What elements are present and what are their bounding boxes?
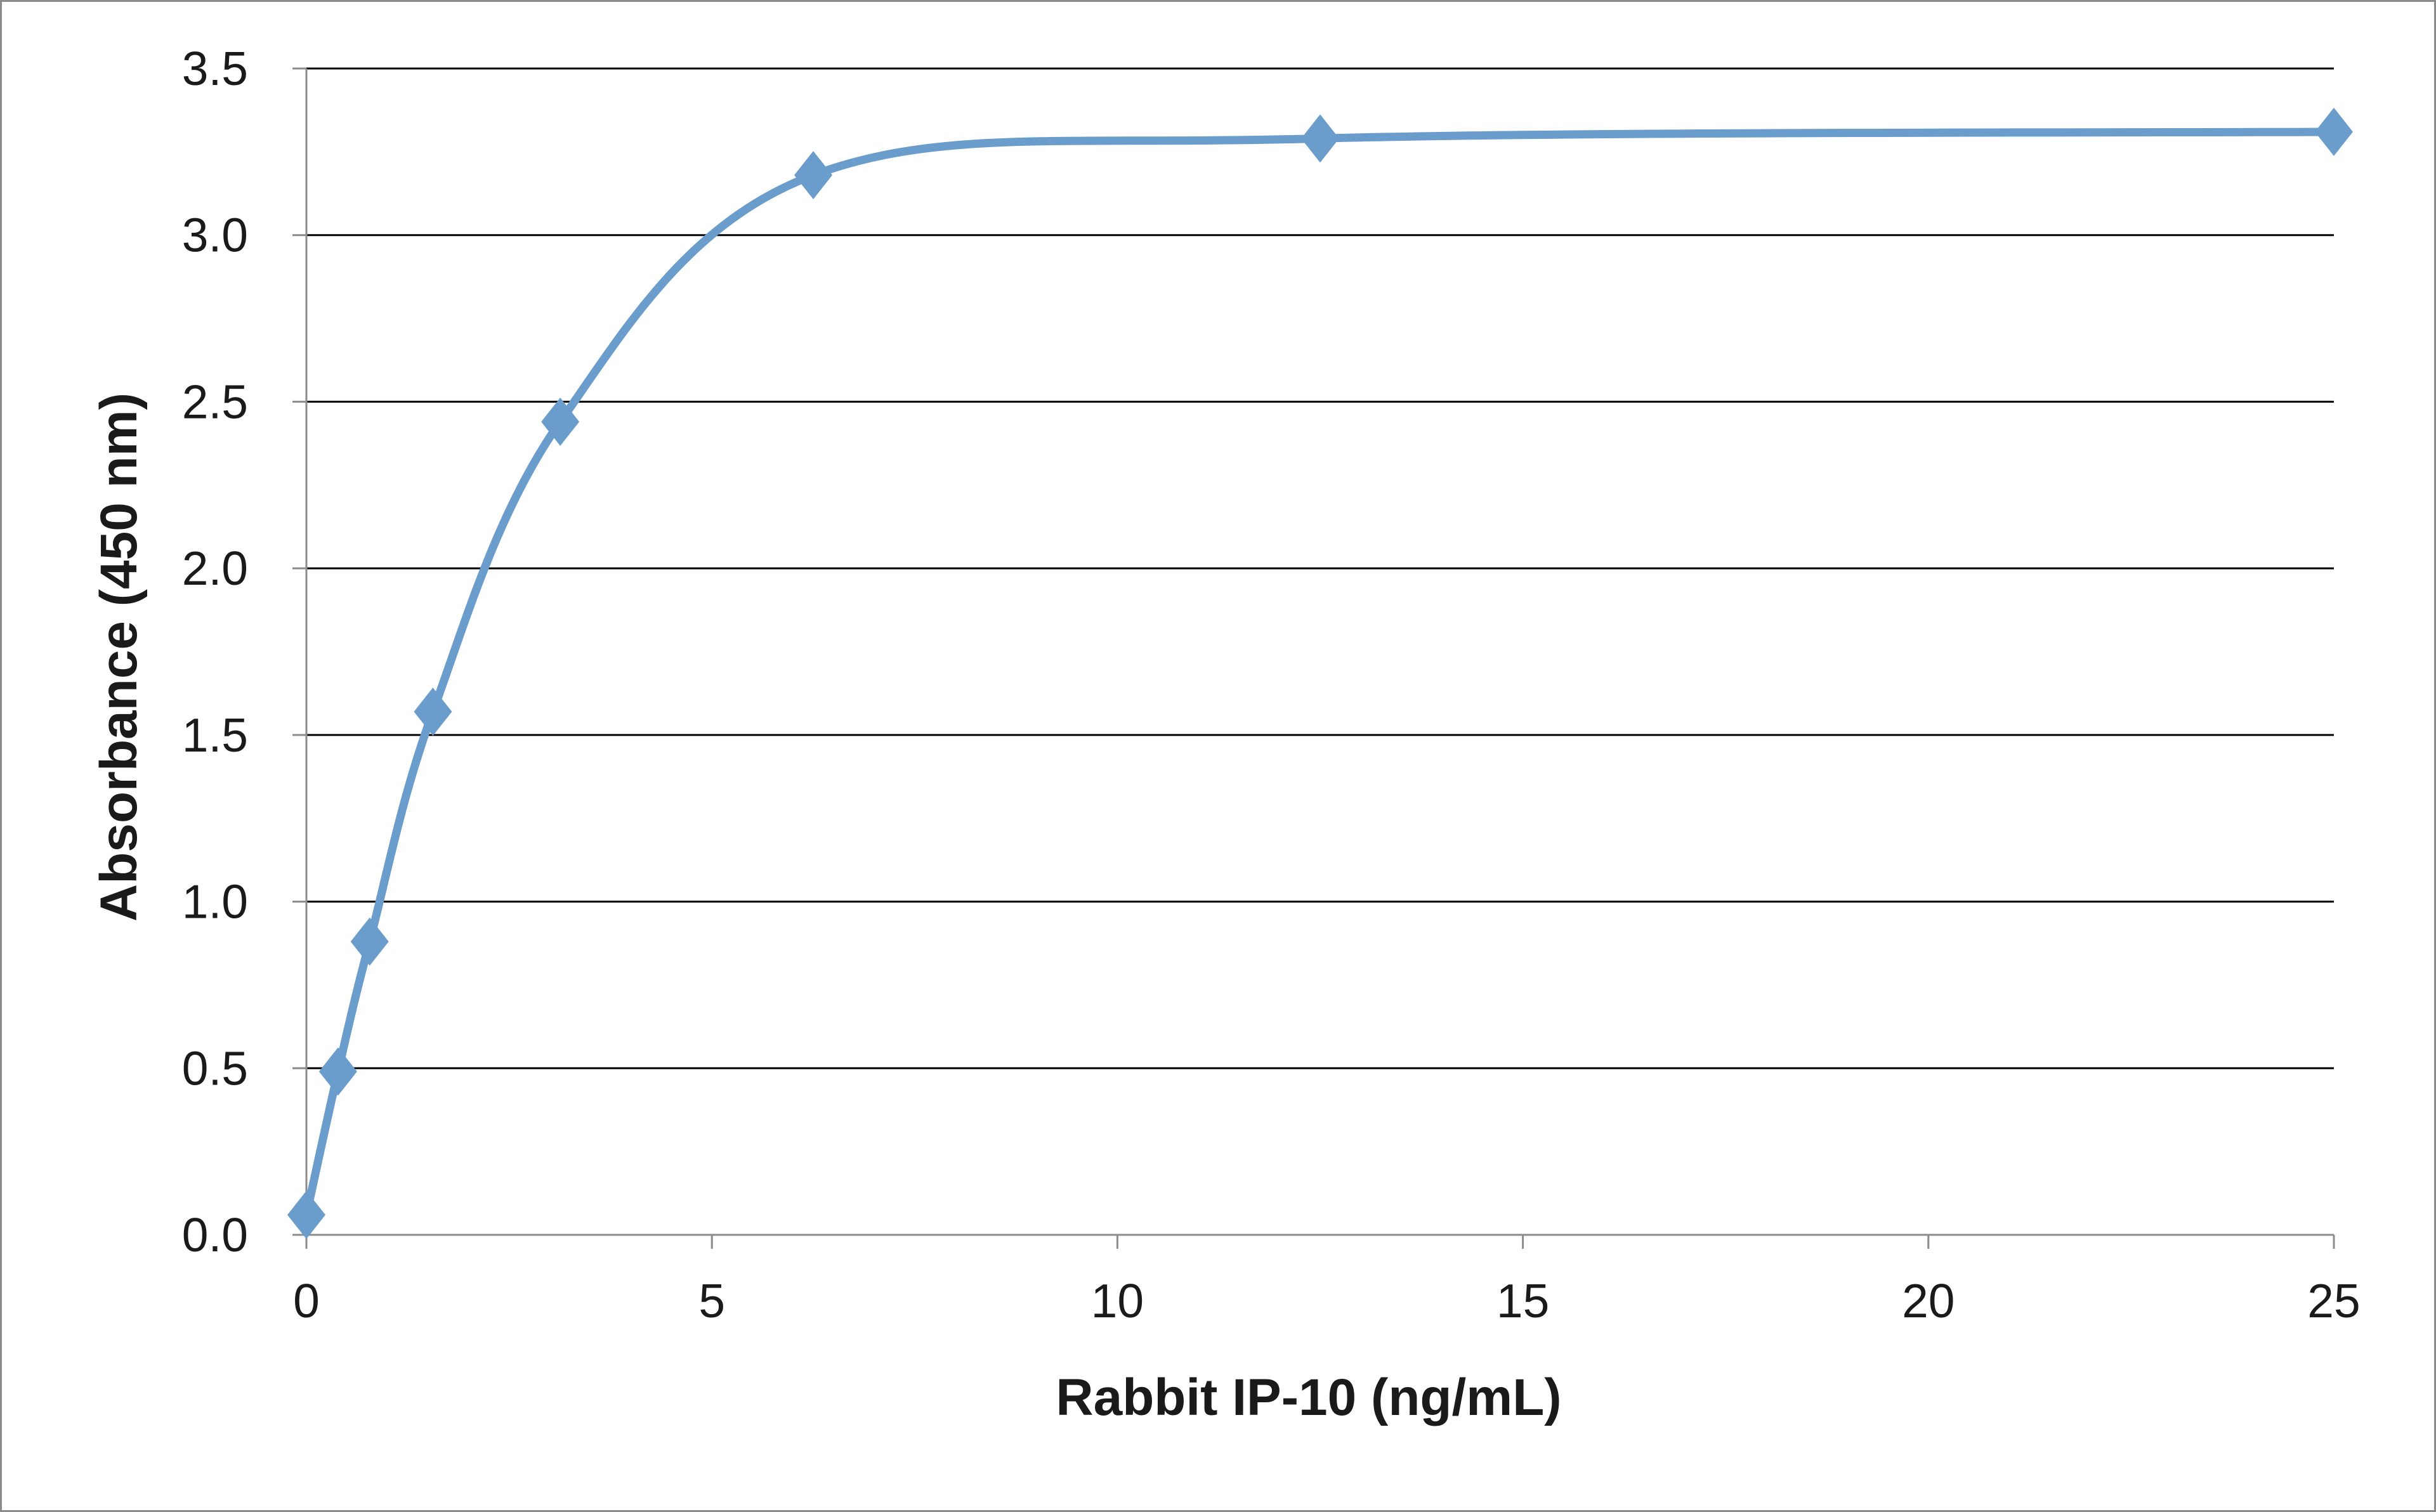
- data-point-6: [1301, 114, 1339, 163]
- data-point-0: [287, 1190, 325, 1239]
- x-tick-label-1: 5: [698, 1274, 725, 1327]
- y-tick-label-5: 2.5: [182, 375, 248, 428]
- y-tick-label-3: 1.5: [182, 708, 248, 762]
- y-tick-label-4: 2.0: [182, 542, 248, 595]
- y-tick-label-7: 3.5: [182, 42, 248, 95]
- data-point-7: [2315, 107, 2353, 156]
- y-tick-label-2: 1.0: [182, 875, 248, 929]
- data-point-2: [350, 917, 389, 966]
- y-tick-label-1: 0.5: [182, 1041, 248, 1095]
- data-point-4: [541, 397, 580, 446]
- data-point-1: [318, 1047, 357, 1096]
- data-point-5: [794, 151, 832, 200]
- axes: [292, 67, 2335, 1249]
- data-point-3: [414, 688, 452, 736]
- x-tick-label-3: 15: [1496, 1274, 1549, 1327]
- gridlines: [306, 67, 2334, 1069]
- x-tick-label-0: 0: [293, 1274, 320, 1327]
- x-tick-label-2: 10: [1091, 1274, 1144, 1327]
- y-tick-label-6: 3.0: [182, 209, 248, 262]
- y-axis-title: Absorbance (450 nm): [90, 393, 148, 922]
- tick-labels: 0.0 0.5 1.0 1.5 2.0 2.5 3.0 3.5 0 5 10 15 20 25: [182, 42, 2361, 1327]
- series-line-0: [302, 127, 2338, 1219]
- x-tick-label-5: 25: [2307, 1274, 2360, 1327]
- x-tick-label-4: 20: [1902, 1274, 1955, 1327]
- series: [287, 107, 2353, 1239]
- y-tick-label-0: 0.0: [182, 1208, 248, 1261]
- x-axis-title: Rabbit IP-10 (ng/mL): [1056, 1369, 1561, 1426]
